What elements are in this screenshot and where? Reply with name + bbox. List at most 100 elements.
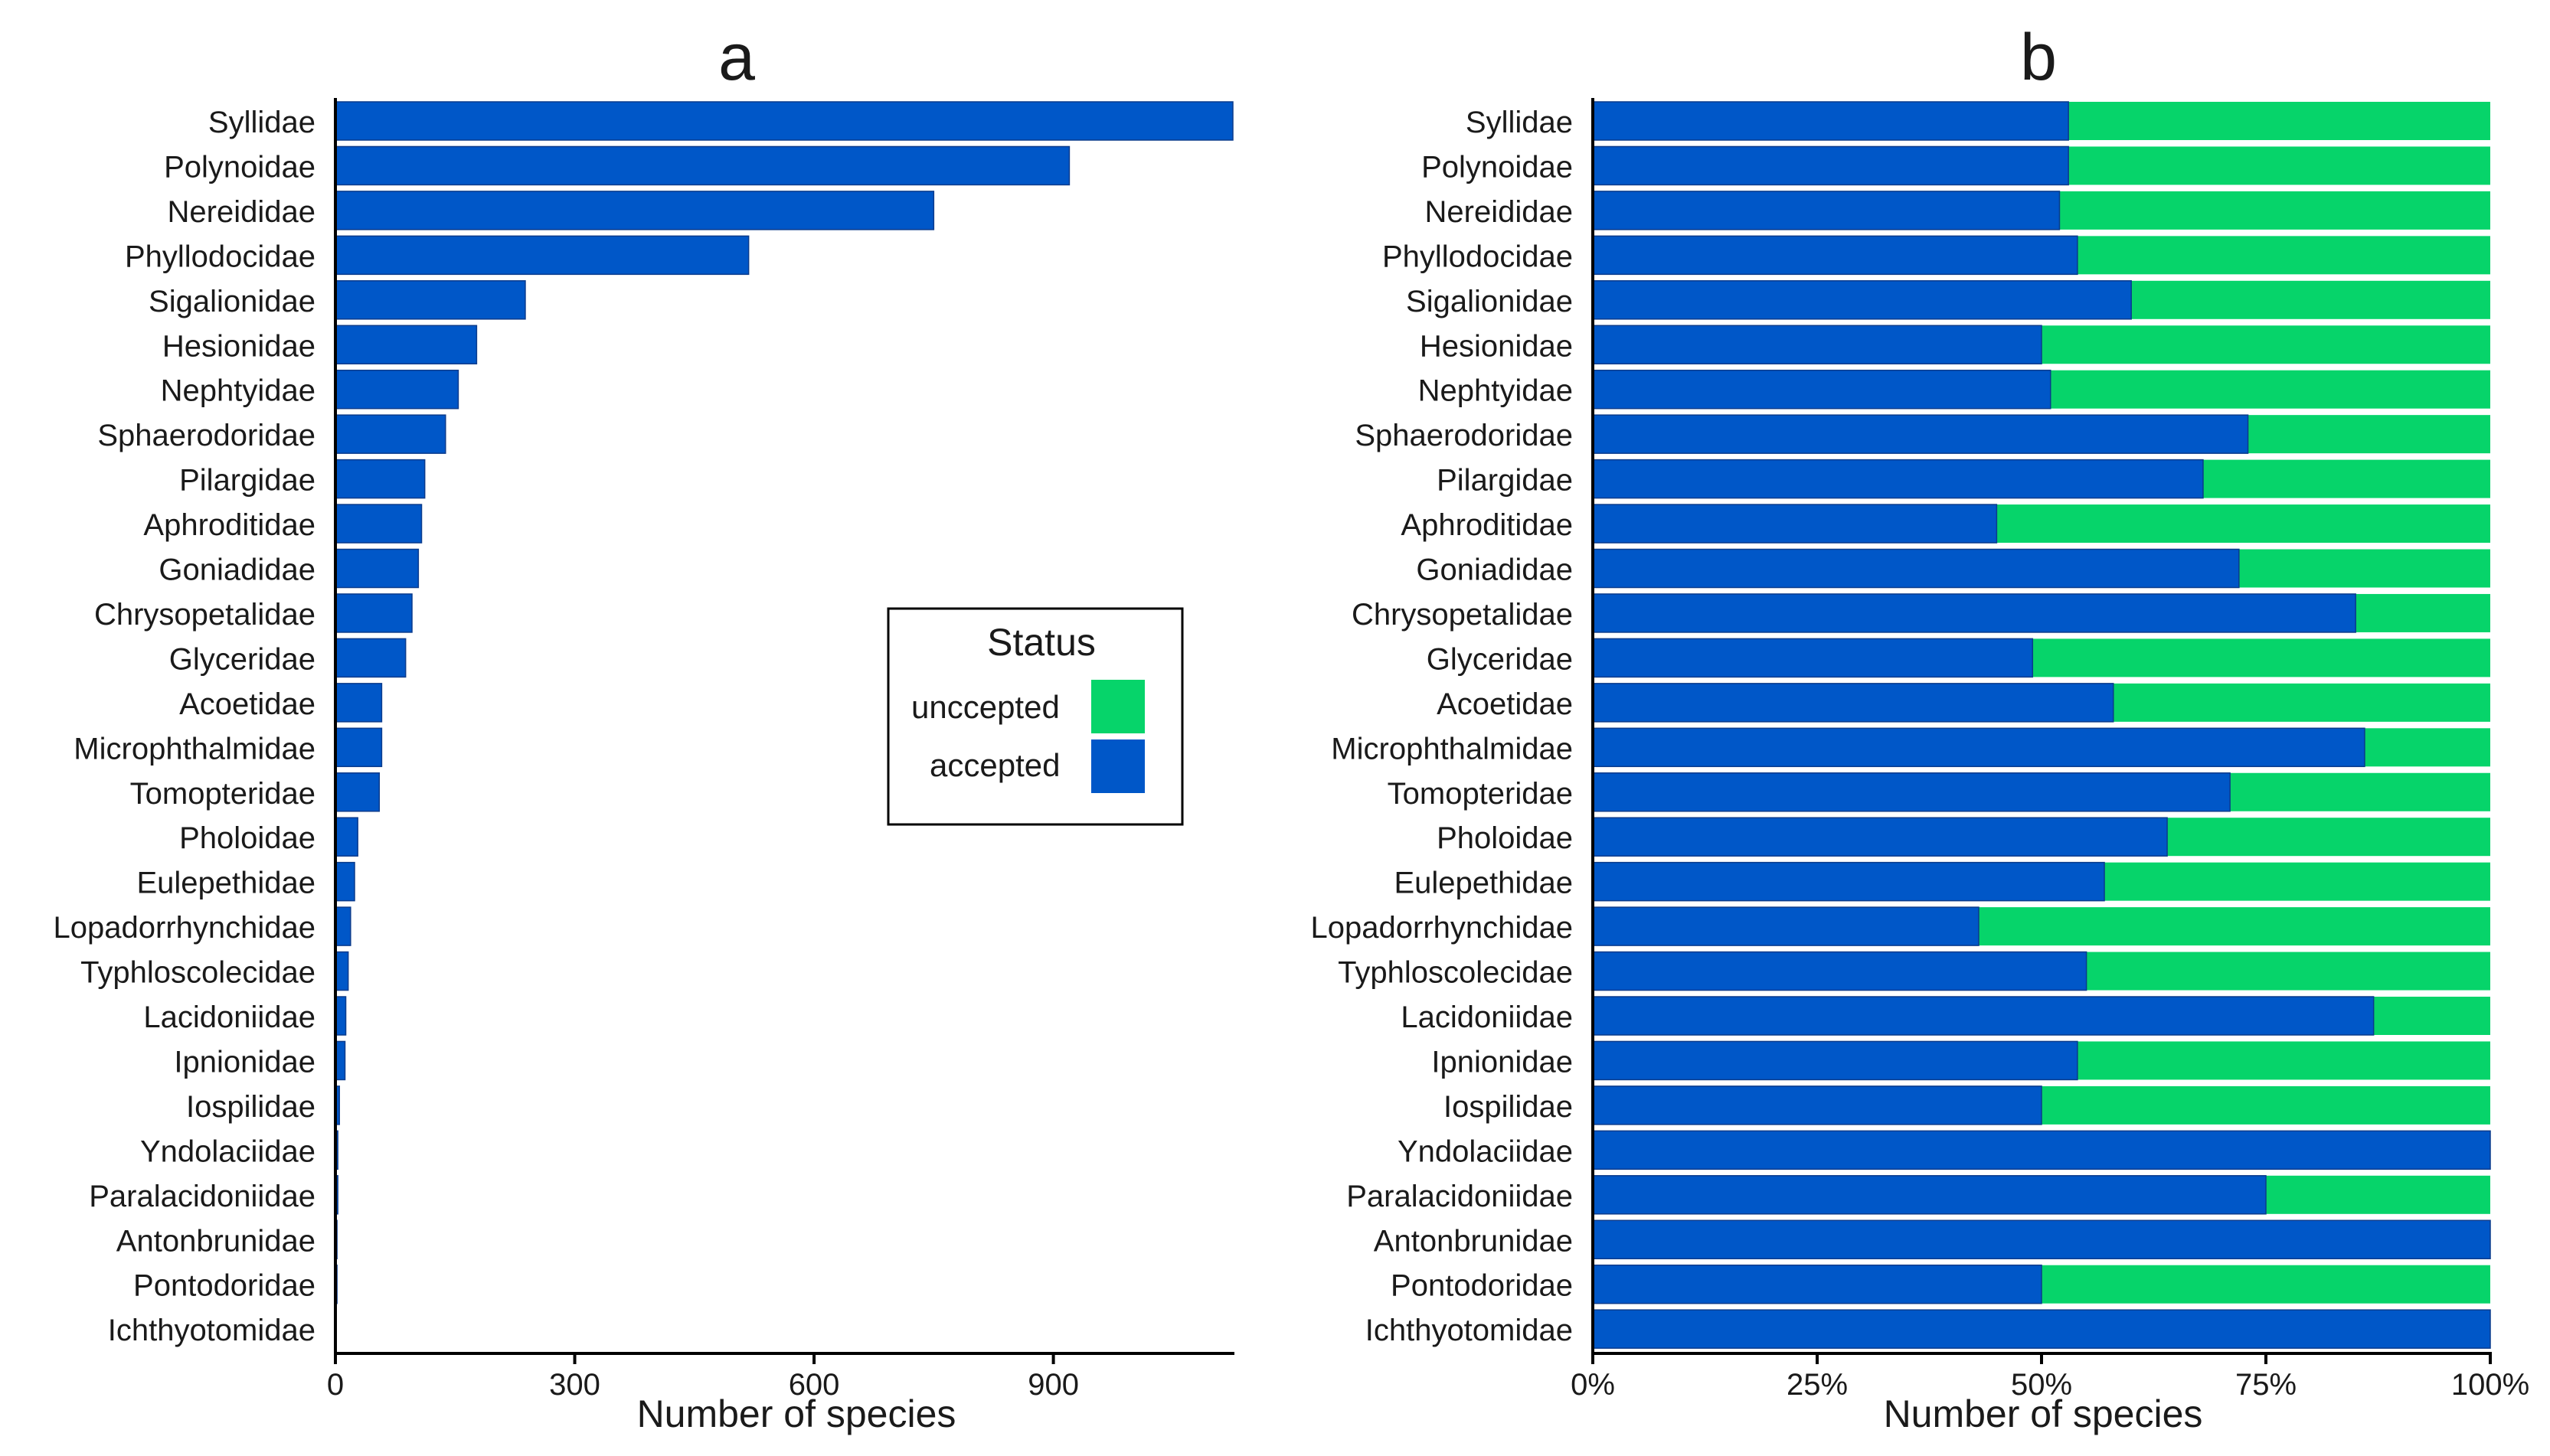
bar-b-accepted-goniadidae [1592, 548, 2240, 589]
category-label-a-ichthyotomidae: Ichthyotomidae [108, 1314, 315, 1347]
bar-b-unaccepted-phyllodocidae [2077, 236, 2490, 275]
panel-a-x-axis-title: Number of species [637, 1392, 956, 1435]
category-label-a-glyceridae: Glyceridae [169, 642, 315, 676]
bar-b-accepted-lopadorrhynchidae [1592, 906, 1980, 946]
legend-title: Status [987, 621, 1096, 664]
bar-a-microphthalmidae [335, 727, 383, 768]
category-label-a-typhloscolecidae: Typhloscolecidae [80, 956, 315, 990]
bar-a-eulepethidae [335, 861, 355, 902]
bar-b-unaccepted-sphaerodoridae [2248, 415, 2490, 454]
bar-b-accepted-phyllodocidae [1592, 235, 2078, 276]
category-label-b-eulepethidae: Eulepethidae [1394, 867, 1573, 900]
category-label-b-iospilidae: Iospilidae [1443, 1090, 1573, 1124]
bar-b-accepted-hesionidae [1592, 325, 2042, 364]
category-label-b-sphaerodoridae: Sphaerodoridae [1355, 419, 1573, 452]
bar-a-pholoidae [335, 817, 358, 857]
bar-b-accepted-aphroditidae [1592, 504, 1998, 544]
category-label-a-lacidoniidae: Lacidoniidae [143, 1001, 315, 1034]
category-label-a-pholoidae: Pholoidae [179, 821, 315, 855]
bar-a-pilargidae [335, 459, 426, 499]
tick-label-b-75: 75% [2235, 1368, 2297, 1402]
bar-b-unaccepted-acoetidae [2113, 683, 2490, 722]
category-label-b-paralacidoniidae: Paralacidoniidae [1346, 1180, 1573, 1213]
bar-b-accepted-ipnionidae [1592, 1040, 2078, 1081]
panel-a-bars [335, 101, 1234, 1349]
category-label-a-acoetidae: Acoetidae [179, 687, 315, 721]
category-label-b-yndolaciidae: Yndolaciidae [1398, 1134, 1573, 1168]
bar-b-accepted-tomopteridae [1592, 772, 2231, 812]
category-label-b-ichthyotomidae: Ichthyotomidae [1365, 1314, 1573, 1347]
bar-b-accepted-antonbrunidae [1592, 1219, 2491, 1259]
bar-b-accepted-yndolaciidae [1592, 1130, 2491, 1170]
category-label-b-syllidae: Syllidae [1466, 106, 1573, 139]
bar-b-unaccepted-eulepethidae [2104, 862, 2490, 901]
category-label-a-syllidae: Syllidae [208, 106, 315, 139]
category-label-b-aphroditidae: Aphroditidae [1401, 508, 1573, 542]
panel-b-chart: b Syllidae Polynoidae Nereididae Phyllodoci… [1311, 21, 2530, 1435]
bar-b-unaccepted-pholoidae [2167, 818, 2490, 857]
bar-b-accepted-syllidae [1592, 101, 2069, 141]
bar-b-unaccepted-syllidae [2068, 102, 2490, 140]
bar-b-accepted-typhloscolecidae [1592, 951, 2087, 991]
tick-label-a-900: 900 [1028, 1368, 1079, 1402]
category-label-b-pontodoridae: Pontodoridae [1391, 1269, 1573, 1303]
bar-b-unaccepted-pontodoridae [2042, 1265, 2490, 1304]
panel-b-x-ticks: 0% 25% 50% 75% 100% [1571, 1353, 2529, 1402]
tick-label-b-100: 100% [2451, 1368, 2529, 1402]
bar-b-accepted-microphthalmidae [1592, 727, 2365, 768]
bar-a-lopadorrhynchidae [335, 906, 351, 946]
category-label-a-nereididae: Nereididae [168, 195, 315, 229]
legend-label-accepted: accepted [930, 747, 1060, 783]
bar-a-acoetidae [335, 683, 383, 723]
category-label-a-pilargidae: Pilargidae [179, 464, 315, 498]
bar-b-unaccepted-lopadorrhynchidae [1978, 907, 2490, 946]
bar-b-unaccepted-pilargidae [2202, 459, 2490, 498]
bar-b-accepted-iospilidae [1592, 1085, 2042, 1125]
panel-b-bars [1592, 101, 2491, 1349]
category-label-a-eulepethidae: Eulepethidae [136, 867, 315, 900]
category-label-b-lacidoniidae: Lacidoniidae [1401, 1001, 1573, 1034]
legend-label-unaccepted: unccepted [911, 689, 1060, 725]
bar-b-unaccepted-paralacidoniidae [2266, 1175, 2490, 1214]
category-label-b-polynoidae: Polynoidae [1421, 150, 1573, 184]
category-label-a-polynoidae: Polynoidae [164, 150, 315, 184]
tick-label-b-0: 0% [1571, 1368, 1615, 1402]
category-label-a-ipnionidae: Ipnionidae [174, 1045, 315, 1079]
category-label-b-chrysopetalidae: Chrysopetalidae [1352, 598, 1573, 632]
category-label-b-pholoidae: Pholoidae [1437, 821, 1573, 855]
tick-label-a-300: 300 [549, 1368, 600, 1402]
bar-b-unaccepted-polynoidae [2068, 146, 2490, 185]
category-label-b-hesionidae: Hesionidae [1420, 329, 1573, 363]
bar-b-unaccepted-typhloscolecidae [2086, 952, 2490, 991]
category-label-b-phyllodocidae: Phyllodocidae [1382, 240, 1573, 273]
panel-a-x-ticks: 0 300 600 900 [327, 1353, 1079, 1402]
bar-a-sigalionidae [335, 280, 526, 320]
category-label-a-tomopteridae: Tomopteridae [130, 777, 315, 811]
bar-b-unaccepted-microphthalmidae [2364, 728, 2490, 767]
category-label-b-lopadorrhynchidae: Lopadorrhynchidae [1311, 911, 1573, 945]
bar-b-accepted-nereididae [1592, 191, 2061, 230]
panel-a-chart: a Syllidae Polynoidae Nereididae Phyllodoci… [54, 21, 1234, 1435]
tick-label-b-25: 25% [1787, 1368, 1848, 1402]
bar-a-goniadidae [335, 548, 420, 589]
category-label-a-aphroditidae: Aphroditidae [143, 508, 315, 542]
category-label-b-acoetidae: Acoetidae [1437, 687, 1573, 721]
category-label-b-antonbrunidae: Antonbrunidae [1374, 1224, 1573, 1258]
category-label-a-paralacidoniidae: Paralacidoniidae [89, 1180, 315, 1213]
bar-b-unaccepted-iospilidae [2042, 1085, 2490, 1125]
bar-b-accepted-sigalionidae [1592, 280, 2132, 320]
tick-label-b-50: 50% [2011, 1368, 2072, 1402]
category-label-b-typhloscolecidae: Typhloscolecidae [1338, 956, 1573, 990]
bar-a-nereididae [335, 191, 935, 230]
bar-b-unaccepted-aphroditidae [1996, 504, 2490, 544]
bar-b-accepted-sphaerodoridae [1592, 414, 2249, 454]
category-label-b-glyceridae: Glyceridae [1427, 642, 1573, 676]
category-label-b-ipnionidae: Ipnionidae [1431, 1045, 1573, 1079]
bar-b-accepted-polynoidae [1592, 145, 2069, 186]
bar-b-unaccepted-goniadidae [2238, 549, 2490, 588]
category-label-b-tomopteridae: Tomopteridae [1388, 777, 1573, 811]
category-label-b-microphthalmidae: Microphthalmidae [1331, 732, 1573, 766]
bar-b-accepted-eulepethidae [1592, 861, 2105, 902]
category-label-a-sphaerodoridae: Sphaerodoridae [97, 419, 315, 452]
